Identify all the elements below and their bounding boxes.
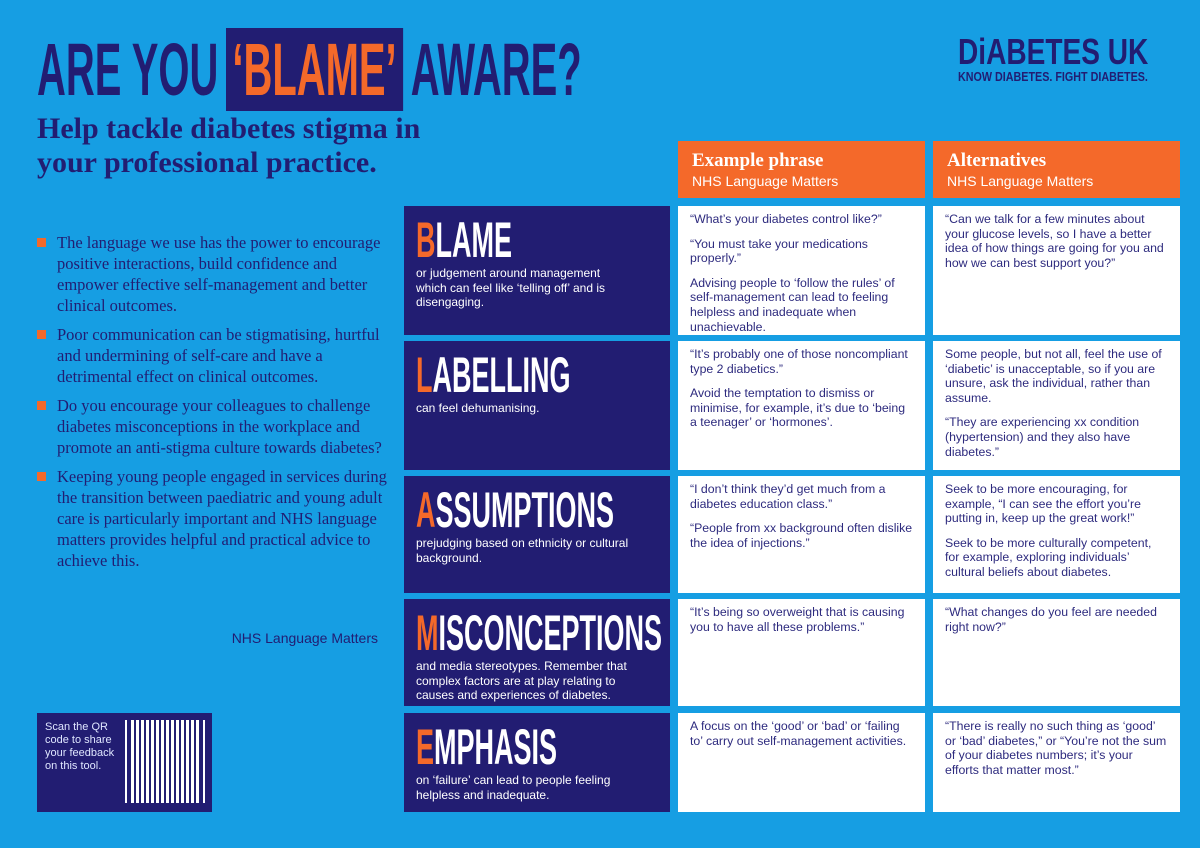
- bullet-text: Poor communication can be stigmatising, …: [57, 325, 380, 386]
- row-label: BLAME or judgement around management whic…: [404, 206, 670, 335]
- example-text: “What’s your diabetes control like?”: [690, 212, 882, 226]
- row-label: EMPHASIS on ‘failure’ can lead to people …: [404, 713, 670, 812]
- example-cell: “It’s probably one of those noncompliant…: [678, 341, 925, 470]
- example-text: “It’s being so overweight that is causin…: [690, 605, 905, 634]
- row-word: LABELLING: [416, 347, 570, 403]
- example-cell: “What’s your diabetes control like?” “You…: [678, 206, 925, 335]
- example-cell: A focus on the ‘good’ or ‘bad’ or ‘faili…: [678, 713, 925, 812]
- column-title: Example phrase: [692, 150, 824, 171]
- row-initial: E: [416, 719, 435, 775]
- qr-text: Scan the QR code to share your feedback …: [45, 721, 115, 772]
- bullet-marker: [37, 472, 46, 481]
- row-word-rest: SSUMPTIONS: [435, 482, 615, 538]
- alternative-cell: “What changes do you feel are needed rig…: [933, 599, 1180, 706]
- example-text: “It’s probably one of those noncompliant…: [690, 347, 908, 376]
- row-word: ASSUMPTIONS: [416, 482, 614, 538]
- alternative-cell: Some people, but not all, feel the use o…: [933, 341, 1180, 470]
- alternative-text: Some people, but not all, feel the use o…: [945, 347, 1162, 405]
- alternative-text: “What changes do you feel are needed rig…: [945, 605, 1157, 634]
- example-text: Avoid the temptation to dismiss or minim…: [690, 386, 906, 430]
- row-word-rest: MPHASIS: [434, 719, 558, 775]
- logo-tagline: KNOW DIABETES. FIGHT DIABETES.: [958, 70, 1148, 84]
- example-text: A focus on the ‘good’ or ‘bad’ or ‘faili…: [690, 719, 907, 748]
- bullet-marker: [37, 238, 46, 247]
- bullet-text: Do you encourage your colleagues to chal…: [57, 396, 382, 457]
- bullet-text: Keeping young people engaged in services…: [57, 467, 387, 570]
- alternative-text: Seek to be more culturally competent, fo…: [945, 535, 1152, 579]
- row-initial: M: [416, 605, 439, 661]
- row-initial: B: [416, 212, 436, 268]
- alternative-text: Seek to be more encouraging, for example…: [945, 482, 1141, 526]
- row-description: can feel dehumanising.: [416, 401, 540, 415]
- bullet: Poor communication can be stigmatising, …: [37, 324, 387, 387]
- bullet: The language we use has the power to enc…: [37, 232, 387, 316]
- row-description: or judgement around management which can…: [416, 266, 605, 309]
- column-header: Alternatives NHS Language Matters: [933, 141, 1180, 198]
- bullet-list: The language we use has the power to enc…: [37, 232, 387, 579]
- bullet-text: The language we use has the power to enc…: [57, 233, 381, 315]
- column-header: Example phrase NHS Language Matters: [678, 141, 925, 198]
- qr-code: [125, 720, 205, 803]
- row-word-rest: LAME: [435, 212, 512, 268]
- bullet: Do you encourage your colleagues to chal…: [37, 395, 387, 458]
- row-word: BLAME: [416, 214, 547, 266]
- row-description: prejudging based on ethnicity or cultura…: [416, 536, 629, 565]
- alternative-cell: “Can we talk for a few minutes about you…: [933, 206, 1180, 335]
- example-text: “I don’t think they’d get much from a di…: [690, 482, 886, 511]
- row-initial: A: [416, 482, 436, 538]
- logo-name: DiABETES UK: [958, 31, 1149, 72]
- qr-box: Scan the QR code to share your feedback …: [37, 713, 212, 812]
- alternative-text: “They are experiencing xx condition (hyp…: [945, 415, 1140, 459]
- example-text: Advising people to ‘follow the rules’ of…: [690, 275, 895, 334]
- row-description: and media stereotypes. Remember that com…: [416, 659, 627, 702]
- bullets-source: NHS Language Matters: [231, 630, 378, 646]
- bullet-marker: [37, 330, 46, 339]
- title: ARE YOU ‘BLAME’ AWARE?: [37, 28, 582, 111]
- example-text: “You must take your medications properly…: [690, 236, 868, 266]
- subtitle: Help tackle diabetes stigma in your prof…: [37, 112, 421, 179]
- example-cell: “It’s being so overweight that is causin…: [678, 599, 925, 706]
- row-word: EMPHASIS: [416, 719, 557, 775]
- title-before: ARE YOU: [37, 28, 219, 111]
- column-title: Alternatives: [947, 150, 1047, 171]
- example-text: “People from xx background often dislike…: [690, 521, 913, 550]
- bullet-marker: [37, 401, 46, 410]
- row-word-rest: ISCONCEPTIONS: [438, 605, 663, 661]
- row-word: MISCONCEPTIONS: [416, 605, 662, 661]
- alternative-text: “There is really no such thing as ‘good’…: [945, 719, 1167, 777]
- alternative-cell: “There is really no such thing as ‘good’…: [933, 713, 1180, 812]
- alternative-text: “Can we talk for a few minutes about you…: [945, 212, 1164, 270]
- alternative-cell: Seek to be more encouraging, for example…: [933, 476, 1180, 593]
- title-after: AWARE?: [410, 28, 582, 111]
- logo: DiABETES UK KNOW DIABETES. FIGHT DIABETE…: [958, 31, 1200, 85]
- row-label: MISCONCEPTIONS and media stereotypes. Rem…: [404, 599, 670, 706]
- row-label: LABELLING can feel dehumanising.: [404, 341, 670, 470]
- row-initial: L: [416, 347, 433, 403]
- bullet: Keeping young people engaged in services…: [37, 466, 387, 571]
- example-cell: “I don’t think they’d get much from a di…: [678, 476, 925, 593]
- row-word-rest: ABELLING: [432, 347, 571, 403]
- row-label: ASSUMPTIONS prejudging based on ethnicity…: [404, 476, 670, 593]
- column-source: NHS Language Matters: [947, 173, 1094, 189]
- column-source: NHS Language Matters: [692, 173, 839, 189]
- title-highlight: ‘BLAME’: [225, 28, 404, 111]
- row-description: on ‘failure’ can lead to people feeling …: [416, 773, 611, 802]
